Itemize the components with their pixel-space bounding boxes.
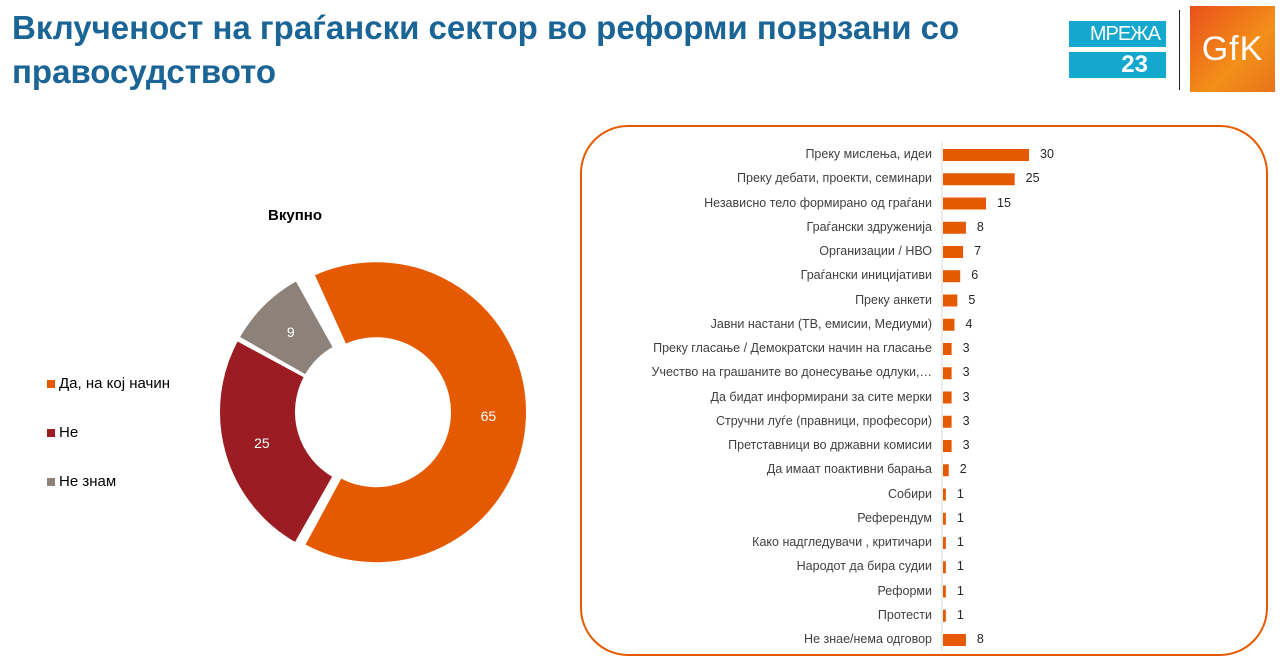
legend-label: Не	[59, 424, 79, 441]
bar-value-label: 3	[962, 365, 970, 380]
bar-value-label: 8	[976, 632, 984, 646]
bar	[943, 609, 946, 622]
bar-category-label: Преку мислења, идеи	[805, 147, 932, 161]
bar-value-label: 2	[959, 462, 967, 477]
bar	[943, 537, 946, 549]
bar	[943, 391, 952, 404]
bar-value-label: 3	[962, 438, 970, 452]
bar	[943, 318, 955, 331]
bar-category-label: Граѓански здруженија	[806, 219, 932, 234]
bar	[943, 343, 952, 355]
bar-value-label: 3	[962, 413, 970, 428]
bar-value-label: 1	[956, 559, 964, 574]
bar-category-label: Народот да бира судии	[796, 559, 932, 574]
logo-divider	[1179, 10, 1180, 90]
bar-value-label: 1	[956, 583, 964, 598]
bar-category-label: Преку гласање / Демократски начин на гла…	[653, 341, 932, 355]
legend-swatch	[47, 428, 55, 437]
bar-category-label: Преку дебати, проекти, семинари	[737, 171, 932, 186]
bar-value-label: 3	[962, 341, 970, 355]
bar	[943, 270, 961, 283]
bar	[943, 197, 986, 210]
bar	[943, 367, 952, 380]
bar-value-label: 8	[976, 219, 984, 234]
legend-swatch	[47, 477, 55, 486]
bar-value-label: 3	[962, 389, 970, 404]
bar-value-label: 7	[974, 244, 982, 258]
bar	[943, 464, 949, 477]
bar-category-label: Организации / НВО	[819, 244, 932, 258]
donut-slice	[218, 338, 335, 545]
legend-item: Да, на кој начин	[47, 359, 170, 408]
legend-label: Не знам	[59, 473, 117, 490]
gfk-logo: GfK	[1190, 6, 1275, 92]
bar-value-label: 1	[956, 510, 964, 525]
bar	[943, 512, 946, 525]
donut-legend: Да, на кој начин Не Не знам	[47, 359, 170, 506]
bar	[943, 221, 966, 234]
bar-category-label: Претставници во државни комисии	[728, 438, 932, 452]
bar	[943, 246, 964, 258]
mreza-logo-text: МРЕЖА	[1069, 21, 1166, 47]
bar-category-label: Учество на грашаните во донесување одлук…	[651, 365, 932, 380]
bar	[943, 634, 966, 646]
legend-swatch	[47, 379, 55, 388]
legend-item: Не	[47, 408, 170, 457]
donut-chart: 65 25 9	[218, 260, 528, 565]
bar-value-label: 30	[1040, 147, 1054, 161]
donut-value-label: 9	[287, 324, 295, 340]
bar-category-label: Преку анкети	[855, 292, 932, 307]
bar-category-label: Не знае/нема одговор	[804, 632, 932, 646]
bar-category-label: Да имаат поактивни барања	[766, 462, 932, 477]
bar-category-label: Како надгледувачи , критичари	[752, 535, 932, 549]
bar-value-label: 25	[1025, 171, 1040, 186]
bar	[943, 440, 952, 452]
bar	[943, 561, 946, 574]
legend-item: Не знам	[47, 457, 170, 506]
bar-value-label: 4	[965, 316, 973, 331]
donut-slice	[302, 260, 528, 565]
bar-value-label: 1	[956, 607, 964, 622]
bar-category-label: Да бидат информирани за сите мерки	[710, 389, 932, 404]
bar	[943, 488, 946, 501]
bar-value-label: 5	[968, 292, 976, 307]
bar	[943, 585, 946, 598]
donut-value-label: 25	[254, 435, 270, 451]
bar-value-label: 1	[956, 535, 964, 549]
mreza-logo-number: 23	[1069, 51, 1166, 78]
bar-category-label: Собири	[887, 486, 932, 501]
mreza23-logo: МРЕЖА 23	[1069, 21, 1166, 78]
bar	[943, 415, 952, 428]
bar-category-label: Граѓански иницијативи	[800, 268, 932, 283]
bar	[943, 294, 958, 307]
page-title: Вклученост на граѓански сектор во реформ…	[12, 9, 960, 90]
bar-category-label: Референдум	[857, 510, 932, 525]
bar	[943, 173, 1015, 186]
donut-slice	[237, 278, 336, 377]
bar-category-label: Протести	[877, 607, 932, 622]
bar-category-label: Независно тело формирано од граѓани	[704, 195, 932, 210]
bar-value-label: 6	[971, 268, 979, 283]
bar-category-label: Стручни луѓе (правници, професори)	[715, 413, 932, 428]
bar-category-label: Јавни настани (ТВ, емисии, Медиуми)	[710, 316, 932, 331]
bar-value-label: 15	[997, 195, 1011, 210]
donut-value-label: 65	[481, 408, 497, 424]
bar-category-label: Реформи	[877, 583, 932, 598]
bar-value-label: 1	[956, 486, 964, 501]
bar-chart-frame	[580, 125, 1268, 656]
donut-title: Вкупно	[268, 207, 322, 224]
bar	[943, 149, 1029, 161]
legend-label: Да, на кој начин	[59, 375, 170, 392]
